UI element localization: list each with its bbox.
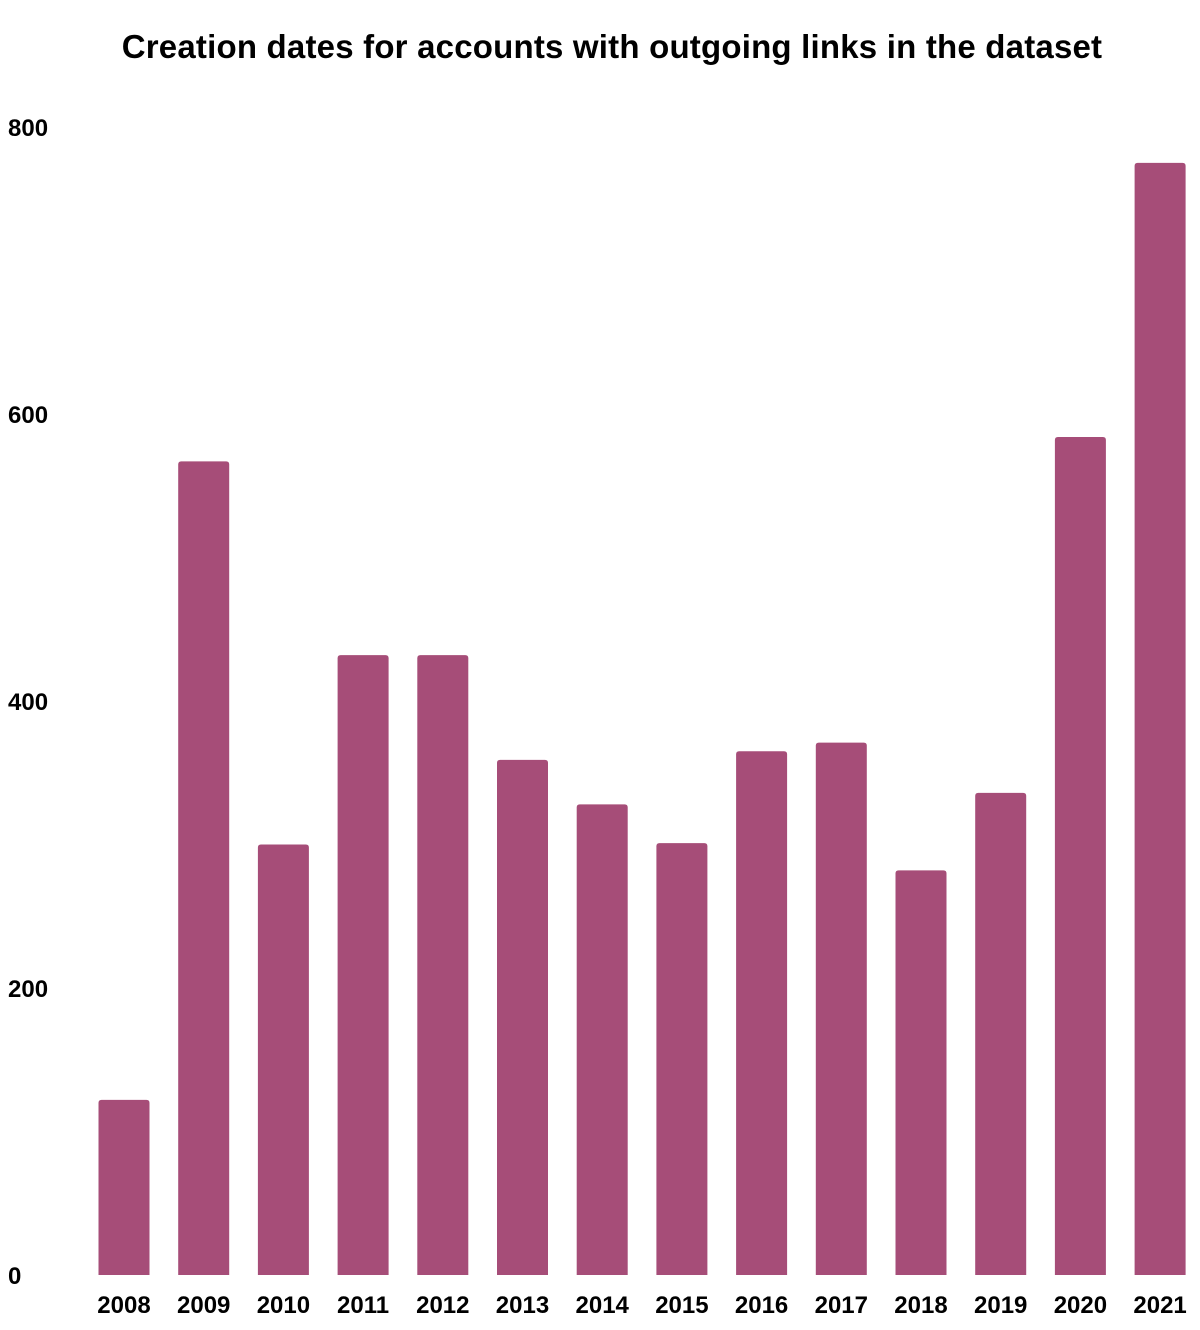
- y-tick-label: 400: [8, 689, 48, 716]
- x-axis: 2008 2009 2010 2011 2012 2013 2014 2015 2016 2017…: [97, 1292, 1186, 1319]
- chart-title: Creation dates for accounts with outgoin…: [121, 28, 1103, 65]
- x-tick-label: 2020: [1054, 1292, 1107, 1319]
- x-tick-label: 2010: [257, 1292, 310, 1319]
- bar-2015: [656, 843, 708, 1275]
- y-axis: 0 200 400 600 800: [8, 115, 48, 1290]
- bar-2014: [576, 804, 628, 1275]
- x-tick-label: 2009: [177, 1292, 230, 1319]
- bars: [98, 162, 1186, 1276]
- bar-2018: [895, 870, 947, 1275]
- bar-2020: [1054, 436, 1106, 1276]
- x-tick-label: 2019: [974, 1292, 1027, 1319]
- y-tick-label: 200: [8, 976, 48, 1003]
- x-tick-label: 2015: [655, 1292, 708, 1319]
- bar-2017: [815, 742, 867, 1275]
- bar-2012: [417, 655, 469, 1275]
- y-tick-label: 600: [8, 402, 48, 429]
- bar-2008: [98, 1099, 150, 1275]
- x-tick-label: 2018: [894, 1292, 947, 1319]
- x-tick-label: 2016: [735, 1292, 788, 1319]
- x-tick-label: 2012: [416, 1292, 469, 1319]
- x-tick-label: 2021: [1133, 1292, 1186, 1319]
- x-tick-label: 2011: [337, 1292, 389, 1319]
- bar-2010: [257, 844, 309, 1275]
- y-tick-label: 800: [8, 115, 48, 142]
- y-tick-label: 0: [8, 1263, 21, 1290]
- x-tick-label: 2017: [815, 1292, 868, 1319]
- x-tick-label: 2014: [576, 1292, 630, 1319]
- bar-2009: [178, 461, 230, 1276]
- x-tick-label: 2013: [496, 1292, 549, 1319]
- bar-2016: [736, 751, 788, 1275]
- bar-2019: [975, 792, 1027, 1275]
- bar-2021: [1134, 162, 1186, 1275]
- x-tick-label: 2008: [97, 1292, 150, 1319]
- bar-2011: [337, 655, 389, 1275]
- bar-2013: [497, 759, 548, 1275]
